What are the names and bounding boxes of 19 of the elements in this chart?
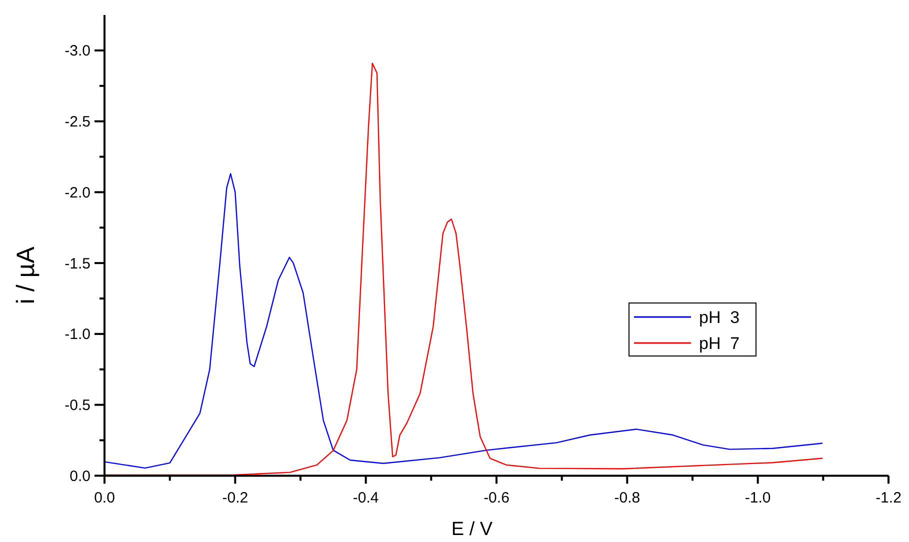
y-tick-label: -1.0 — [64, 326, 90, 344]
line-series — [104, 173, 824, 469]
y-tick-label: -2.0 — [64, 184, 90, 202]
x-tick-label: -0.4 — [352, 490, 379, 507]
y-tick-label: -2.5 — [64, 114, 90, 131]
y-tick-label: -0.5 — [64, 397, 90, 414]
x-tick-label: -1.2 — [876, 490, 902, 507]
y-tick-label: 0.0 — [70, 468, 90, 485]
x-tick-label: -1.0 — [744, 490, 771, 507]
legend-label: pH 3 — [699, 308, 740, 327]
x-tick-label: -0.6 — [484, 490, 510, 507]
x-tick-label: 0.0 — [94, 490, 115, 507]
y-axis-title: i / µA — [12, 246, 40, 304]
y-tick-label: -3.0 — [64, 42, 90, 60]
y-tick-label: -1.5 — [64, 255, 90, 272]
legend-label: pH 7 — [699, 334, 740, 353]
x-tick-label: -0.8 — [614, 490, 640, 507]
x-tick-label: -0.2 — [222, 490, 248, 507]
x-axis-title: E / V — [451, 519, 493, 540]
